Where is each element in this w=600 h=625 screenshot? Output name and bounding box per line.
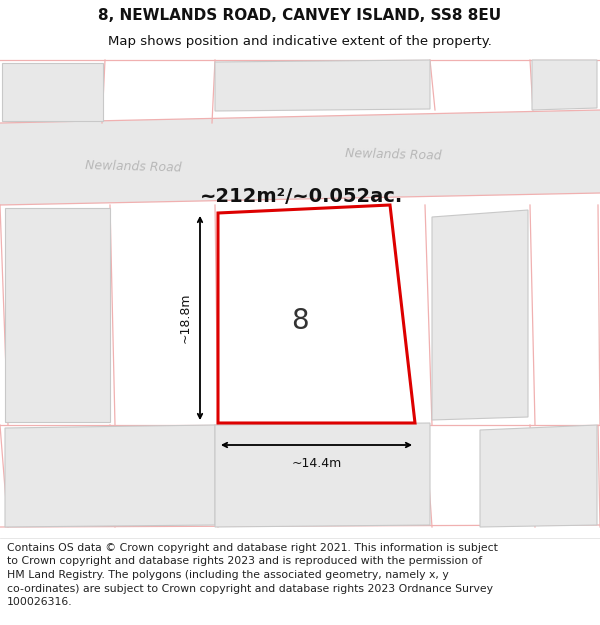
Text: Newlands Road: Newlands Road <box>345 148 442 162</box>
Polygon shape <box>2 63 103 121</box>
Text: ~18.8m: ~18.8m <box>179 292 192 343</box>
Polygon shape <box>215 423 430 527</box>
Polygon shape <box>532 60 597 110</box>
Polygon shape <box>432 210 528 420</box>
Text: ~212m²/~0.052ac.: ~212m²/~0.052ac. <box>200 188 403 206</box>
Text: co-ordinates) are subject to Crown copyright and database rights 2023 Ordnance S: co-ordinates) are subject to Crown copyr… <box>7 584 493 594</box>
Polygon shape <box>0 110 600 205</box>
Polygon shape <box>5 425 215 527</box>
Text: 100026316.: 100026316. <box>7 597 73 607</box>
Text: 8, NEWLANDS ROAD, CANVEY ISLAND, SS8 8EU: 8, NEWLANDS ROAD, CANVEY ISLAND, SS8 8EU <box>98 8 502 23</box>
Polygon shape <box>480 425 597 527</box>
Polygon shape <box>218 205 415 423</box>
Text: Map shows position and indicative extent of the property.: Map shows position and indicative extent… <box>108 35 492 48</box>
Text: HM Land Registry. The polygons (including the associated geometry, namely x, y: HM Land Registry. The polygons (includin… <box>7 570 449 580</box>
Text: to Crown copyright and database rights 2023 and is reproduced with the permissio: to Crown copyright and database rights 2… <box>7 556 482 566</box>
Polygon shape <box>215 60 430 111</box>
Polygon shape <box>5 208 110 422</box>
Text: ~14.4m: ~14.4m <box>292 457 341 470</box>
Text: Newlands Road: Newlands Road <box>85 159 182 175</box>
Text: 8: 8 <box>292 307 309 335</box>
Text: Contains OS data © Crown copyright and database right 2021. This information is : Contains OS data © Crown copyright and d… <box>7 543 498 553</box>
Polygon shape <box>225 223 375 410</box>
